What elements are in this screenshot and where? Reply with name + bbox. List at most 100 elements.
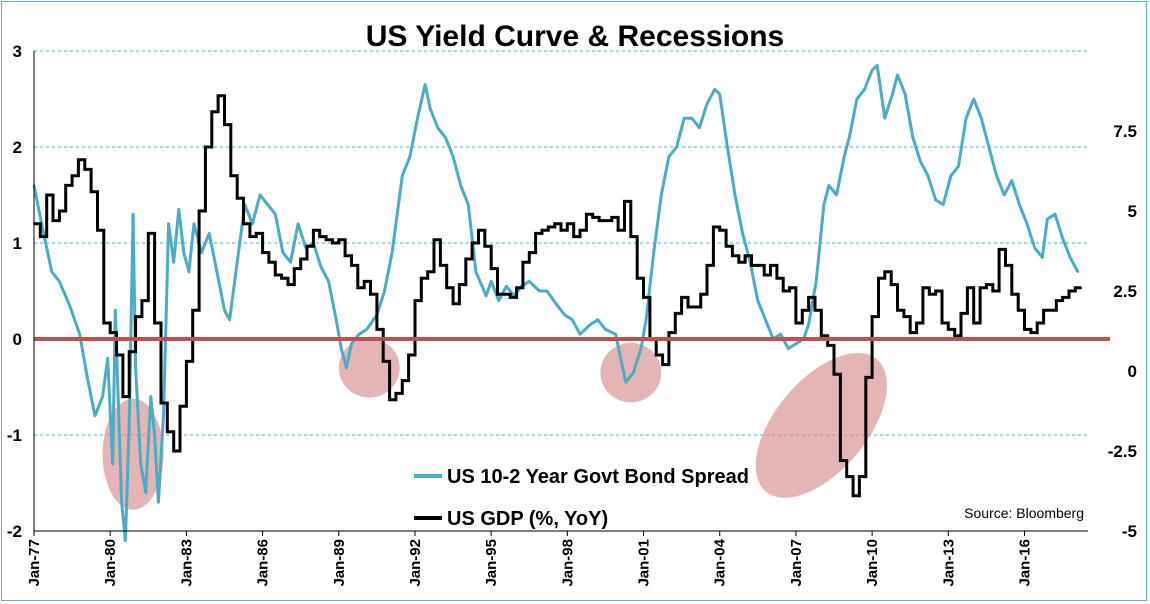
chart-title: US Yield Curve & Recessions (366, 20, 785, 53)
spread-point-100 (726, 145, 729, 149)
gdp-point-158 (1036, 322, 1039, 324)
gdp-point-68 (464, 258, 467, 260)
spread-point-84 (614, 333, 617, 336)
gdp-point-42 (299, 258, 302, 260)
gdp-point-102 (680, 296, 683, 299)
x-tick-label-9: Jan-04 (712, 538, 729, 586)
spread-point-118 (855, 97, 859, 101)
spread-point-92 (667, 155, 671, 158)
gdp-point-63 (433, 238, 436, 241)
recession-highlights (102, 338, 887, 510)
gdp-point-89 (598, 219, 601, 222)
gdp-point-31 (229, 174, 232, 177)
spread-point-28 (187, 270, 191, 273)
spread-point-19 (144, 491, 147, 494)
spread-point-90 (652, 251, 655, 254)
y-left-tick-3: 0 (13, 330, 22, 349)
gdp-point-129 (852, 494, 855, 497)
gdp-point-149 (979, 286, 982, 289)
gdp-point-109 (725, 245, 728, 248)
gdp-point-128 (845, 475, 848, 478)
gdp-point-156 (1023, 328, 1026, 331)
gdp-point-98 (655, 354, 658, 356)
gdp-point-56 (388, 398, 391, 401)
gdp-point-57 (394, 392, 397, 395)
spread-point-52 (357, 333, 361, 336)
spread-point-145 (1053, 213, 1057, 216)
spread-point-146 (1061, 237, 1064, 240)
spread-point-69 (489, 280, 493, 283)
gdp-point-92 (617, 229, 620, 232)
gdp-point-70 (477, 229, 480, 232)
gdp-point-21 (166, 430, 169, 433)
gdp-series (33, 94, 1082, 498)
spread-point-65 (459, 184, 462, 187)
spread-point-64 (451, 155, 455, 158)
spread-point-117 (848, 136, 851, 139)
spread-point-115 (835, 193, 838, 197)
gdp-point-86 (579, 229, 582, 232)
spread-point-43 (296, 222, 300, 225)
gdp-point-130 (858, 475, 861, 478)
gdp-point-73 (496, 293, 499, 296)
gdp-point-72 (490, 267, 493, 270)
gdp-point-64 (439, 264, 442, 267)
spread-point-46 (319, 265, 323, 269)
gdp-point-18 (147, 232, 150, 235)
gdp-point-104 (693, 306, 696, 308)
gdp-point-34 (248, 235, 251, 238)
spread-point-95 (690, 117, 693, 120)
spread-point-14 (124, 539, 127, 542)
spread-point-137 (995, 174, 998, 177)
gdp-point-82 (553, 222, 556, 225)
spread-point-133 (964, 117, 968, 120)
legend-label-spread: US 10-2 Year Govt Bond Spread (447, 466, 749, 488)
spread-point-42 (289, 261, 292, 264)
spread-point-144 (1046, 217, 1049, 221)
spread-point-116 (842, 155, 846, 158)
spread-point-83 (604, 328, 607, 331)
spread-point-27 (182, 251, 186, 254)
gdp-point-49 (344, 254, 347, 257)
gdp-point-2 (45, 194, 48, 196)
gdp-point-45 (318, 235, 321, 238)
spread-point-129 (934, 198, 937, 201)
gdp-point-95 (636, 277, 639, 280)
spread-point-119 (863, 88, 866, 91)
gdp-point-78 (528, 251, 531, 254)
spread-point-58 (408, 155, 412, 158)
gdp-point-23 (179, 405, 182, 408)
gdp-point-123 (813, 309, 816, 312)
gdp-point-120 (794, 322, 797, 324)
spread-point-48 (335, 318, 338, 321)
legend[interactable]: US 10-2 Year Govt Bond Spread US GDP (%,… (414, 466, 749, 530)
spread-point-17 (134, 366, 137, 369)
spread-point-33 (223, 309, 226, 312)
gdp-point-132 (871, 315, 874, 318)
gdp-point-110 (731, 254, 734, 257)
spread-point-136 (987, 145, 991, 149)
spread-point-130 (942, 203, 945, 206)
x-tick-label-3: Jan-86 (255, 539, 272, 587)
axes: 3 2 1 0 -1 -2 7.5 5 2.5 0 -2.5 -5 Jan-77 Jan-80 Jan-83… (7, 42, 1137, 587)
gdp-point-83 (560, 229, 562, 232)
spread-point-21 (153, 433, 156, 437)
spread-point-4 (68, 304, 71, 307)
gdp-point-153 (1004, 264, 1007, 267)
gdp-point-100 (667, 331, 670, 334)
recession-highlight-3 (755, 352, 887, 498)
spread-point-112 (815, 280, 818, 283)
gdp-point-115 (763, 274, 766, 276)
y-left-tick-4: -1 (7, 426, 22, 445)
gdp-point-60 (413, 299, 416, 302)
spread-point-109 (794, 342, 798, 345)
spread-point-143 (1041, 256, 1044, 259)
spread-point-94 (682, 117, 686, 120)
gdp-point-8 (83, 168, 86, 171)
gdp-point-143 (940, 322, 943, 324)
spread-point-82 (596, 318, 600, 321)
spread-point-85 (619, 357, 622, 360)
spread-point-124 (896, 73, 899, 77)
spread-point-97 (705, 102, 709, 106)
spread-point-114 (827, 184, 831, 187)
